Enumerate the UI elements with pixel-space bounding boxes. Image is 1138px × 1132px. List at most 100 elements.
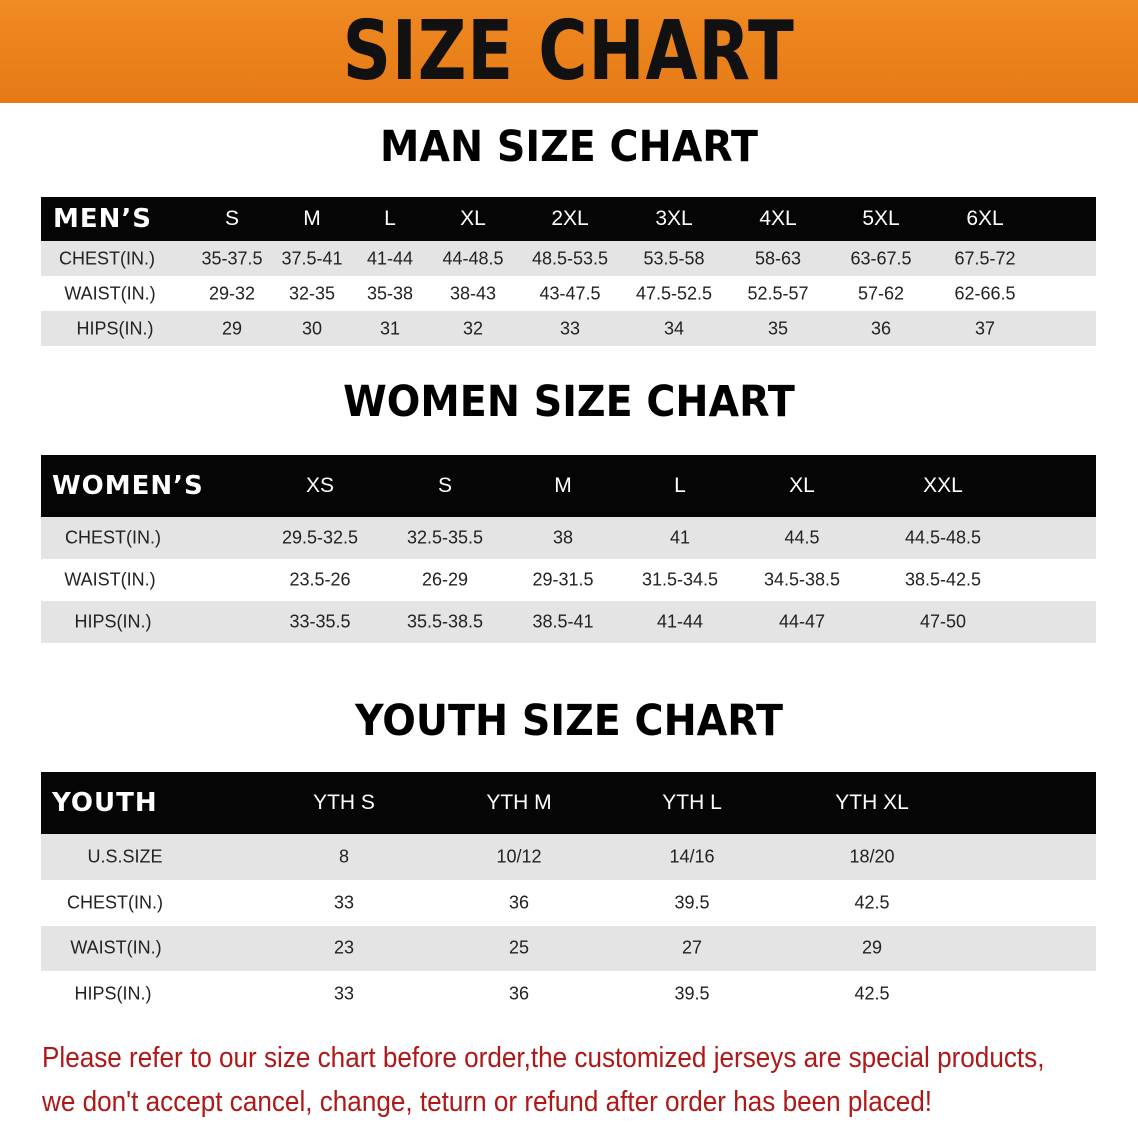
- header-row: MEN’S S M L XL 2XL 3XL 4XL 5XL 6XL: [41, 197, 1096, 241]
- table-row: U.S.SIZE 8 10/12 14/16 18/20: [41, 834, 1096, 880]
- header-row: YOUTH YTH S YTH M YTH L YTH XL: [41, 772, 1096, 834]
- table-cell: 10/12: [496, 846, 542, 867]
- table-cell: 42.5: [854, 892, 890, 913]
- table-cell: 39.5: [674, 892, 710, 913]
- table-row: WAIST(IN.) 23.5-26 26-29 29-31.5 31.5-34.5 34…: [41, 559, 1096, 601]
- men-section-title: MAN SIZE CHART: [379, 122, 758, 172]
- size-header: L: [674, 474, 686, 497]
- table-cell: 67.5-72: [954, 248, 1016, 268]
- table-cell: 35: [767, 318, 789, 338]
- row-label: WAIST(IN.): [64, 569, 156, 590]
- size-header: 2XL: [551, 207, 589, 230]
- size-header: YTH XL: [835, 791, 909, 814]
- table-row: HIPS(IN.) 33 36 39.5 42.5: [41, 971, 1096, 1017]
- table-cell: 14/16: [669, 846, 715, 867]
- table-cell: 47-50: [919, 611, 967, 632]
- table-cell: 47.5-52.5: [635, 283, 713, 303]
- table-cell: 29: [221, 318, 243, 338]
- table-cell: 44-47: [778, 611, 826, 632]
- youth-section-title: YOUTH SIZE CHART: [354, 696, 783, 746]
- table-cell: 33: [333, 983, 355, 1004]
- table-cell: 44.5: [784, 527, 820, 548]
- table-cell: 31: [379, 318, 401, 338]
- table-cell: 32-35: [288, 283, 336, 303]
- table-title-cell: WOMEN’S: [52, 471, 204, 501]
- table-cell: 29.5-32.5: [281, 527, 359, 548]
- size-header: 5XL: [862, 207, 900, 230]
- size-header: XS: [305, 474, 335, 497]
- size-header: XL: [789, 474, 815, 497]
- table-cell: 27: [681, 937, 703, 958]
- row-label: WAIST(IN.): [64, 283, 156, 303]
- table-cell: 44-48.5: [442, 248, 504, 268]
- size-header: YTH S: [313, 791, 375, 814]
- size-header: S: [437, 474, 453, 497]
- row-label: CHEST(IN.): [65, 527, 161, 548]
- notice: Please refer to our size chart before or…: [42, 1036, 1113, 1124]
- table-cell: 33: [559, 318, 581, 338]
- table-cell: 31.5-34.5: [641, 569, 719, 590]
- table-cell: 44.5-48.5: [904, 527, 982, 548]
- size-header: XXL: [923, 474, 963, 497]
- table-row: HIPS(IN.) 29 30 31 32 33 34 35 36 37: [41, 311, 1096, 346]
- table-cell: 53.5-58: [643, 248, 705, 268]
- table-cell: 29: [861, 937, 883, 958]
- table-cell: 38: [552, 527, 574, 548]
- size-header: 4XL: [759, 207, 797, 230]
- banner-title: SIZE CHART: [342, 4, 796, 99]
- table-cell: 26-29: [421, 569, 469, 590]
- table-row: CHEST(IN.) 33 36 39.5 42.5: [41, 879, 1096, 926]
- table-title-cell: YOUTH: [52, 788, 158, 818]
- table-title-cell: MEN’S: [53, 204, 152, 234]
- row-label: U.S.SIZE: [87, 846, 163, 867]
- table-cell: 63-67.5: [850, 248, 912, 268]
- table-cell: 29-32: [208, 283, 256, 303]
- notice-line: Please refer to our size chart before or…: [42, 1042, 1045, 1074]
- size-header: M: [303, 207, 321, 230]
- table-cell: 33-35.5: [289, 611, 351, 632]
- notice-line: we don't accept cancel, change, teturn o…: [42, 1086, 933, 1118]
- table-cell: 34.5-38.5: [763, 569, 841, 590]
- table-cell: 38-43: [449, 283, 497, 303]
- table-cell: 36: [870, 318, 892, 338]
- table-cell: 37: [974, 318, 996, 338]
- table-cell: 32: [462, 318, 484, 338]
- table-cell: 35.5-38.5: [406, 611, 484, 632]
- table-row: HIPS(IN.) 33-35.5 35.5-38.5 38.5-41 41-44 44-…: [41, 601, 1096, 643]
- header-row: WOMEN’S XS S M L XL XXL: [41, 455, 1096, 517]
- table-cell: 41: [669, 527, 691, 548]
- row-label: CHEST(IN.): [67, 892, 163, 913]
- men-size-table: MEN’S S M L XL 2XL 3XL 4XL 5XL 6XL CHEST(IN.) 35-37…: [41, 197, 1096, 346]
- table-row: WAIST(IN.) 29-32 32-35 35-38 38-43 43-47.5 47.…: [41, 276, 1096, 311]
- size-header: 3XL: [655, 207, 693, 230]
- table-cell: 35-38: [366, 283, 414, 303]
- table-cell: 36: [508, 892, 530, 913]
- table-cell: 38.5-41: [532, 611, 594, 632]
- table-cell: 8: [338, 846, 350, 867]
- size-header: YTH L: [662, 791, 722, 814]
- banner: SIZE CHART: [0, 0, 1138, 103]
- youth-size-table: YOUTH YTH S YTH M YTH L YTH XL U.S.SIZE 8 10/12…: [41, 772, 1096, 1017]
- table-cell: 62-66.5: [954, 283, 1016, 303]
- table-cell: 25: [508, 937, 530, 958]
- row-label: HIPS(IN.): [76, 318, 154, 338]
- table-cell: 48.5-53.5: [531, 248, 609, 268]
- table-cell: 39.5: [674, 983, 710, 1004]
- row-label: WAIST(IN.): [70, 937, 162, 958]
- table-cell: 38.5-42.5: [904, 569, 982, 590]
- women-size-table: WOMEN’S XS S M L XL XXL CHEST(IN.) 29.5-32.5 32.5…: [41, 455, 1096, 643]
- table-cell: 32.5-35.5: [406, 527, 484, 548]
- table-cell: 43-47.5: [539, 283, 601, 303]
- women-section-title: WOMEN SIZE CHART: [343, 377, 795, 427]
- table-cell: 52.5-57: [747, 283, 809, 303]
- row-label: HIPS(IN.): [74, 611, 152, 632]
- row-label: HIPS(IN.): [74, 983, 152, 1004]
- table-row: CHEST(IN.) 29.5-32.5 32.5-35.5 38 41 44.5 44.5…: [41, 517, 1096, 559]
- size-header: YTH M: [486, 791, 552, 814]
- table-cell: 35-37.5: [201, 248, 263, 268]
- size-header: 6XL: [966, 207, 1004, 230]
- size-header: S: [224, 207, 240, 230]
- table-cell: 58-63: [754, 248, 802, 268]
- table-cell: 33: [333, 892, 355, 913]
- table-cell: 23: [333, 937, 355, 958]
